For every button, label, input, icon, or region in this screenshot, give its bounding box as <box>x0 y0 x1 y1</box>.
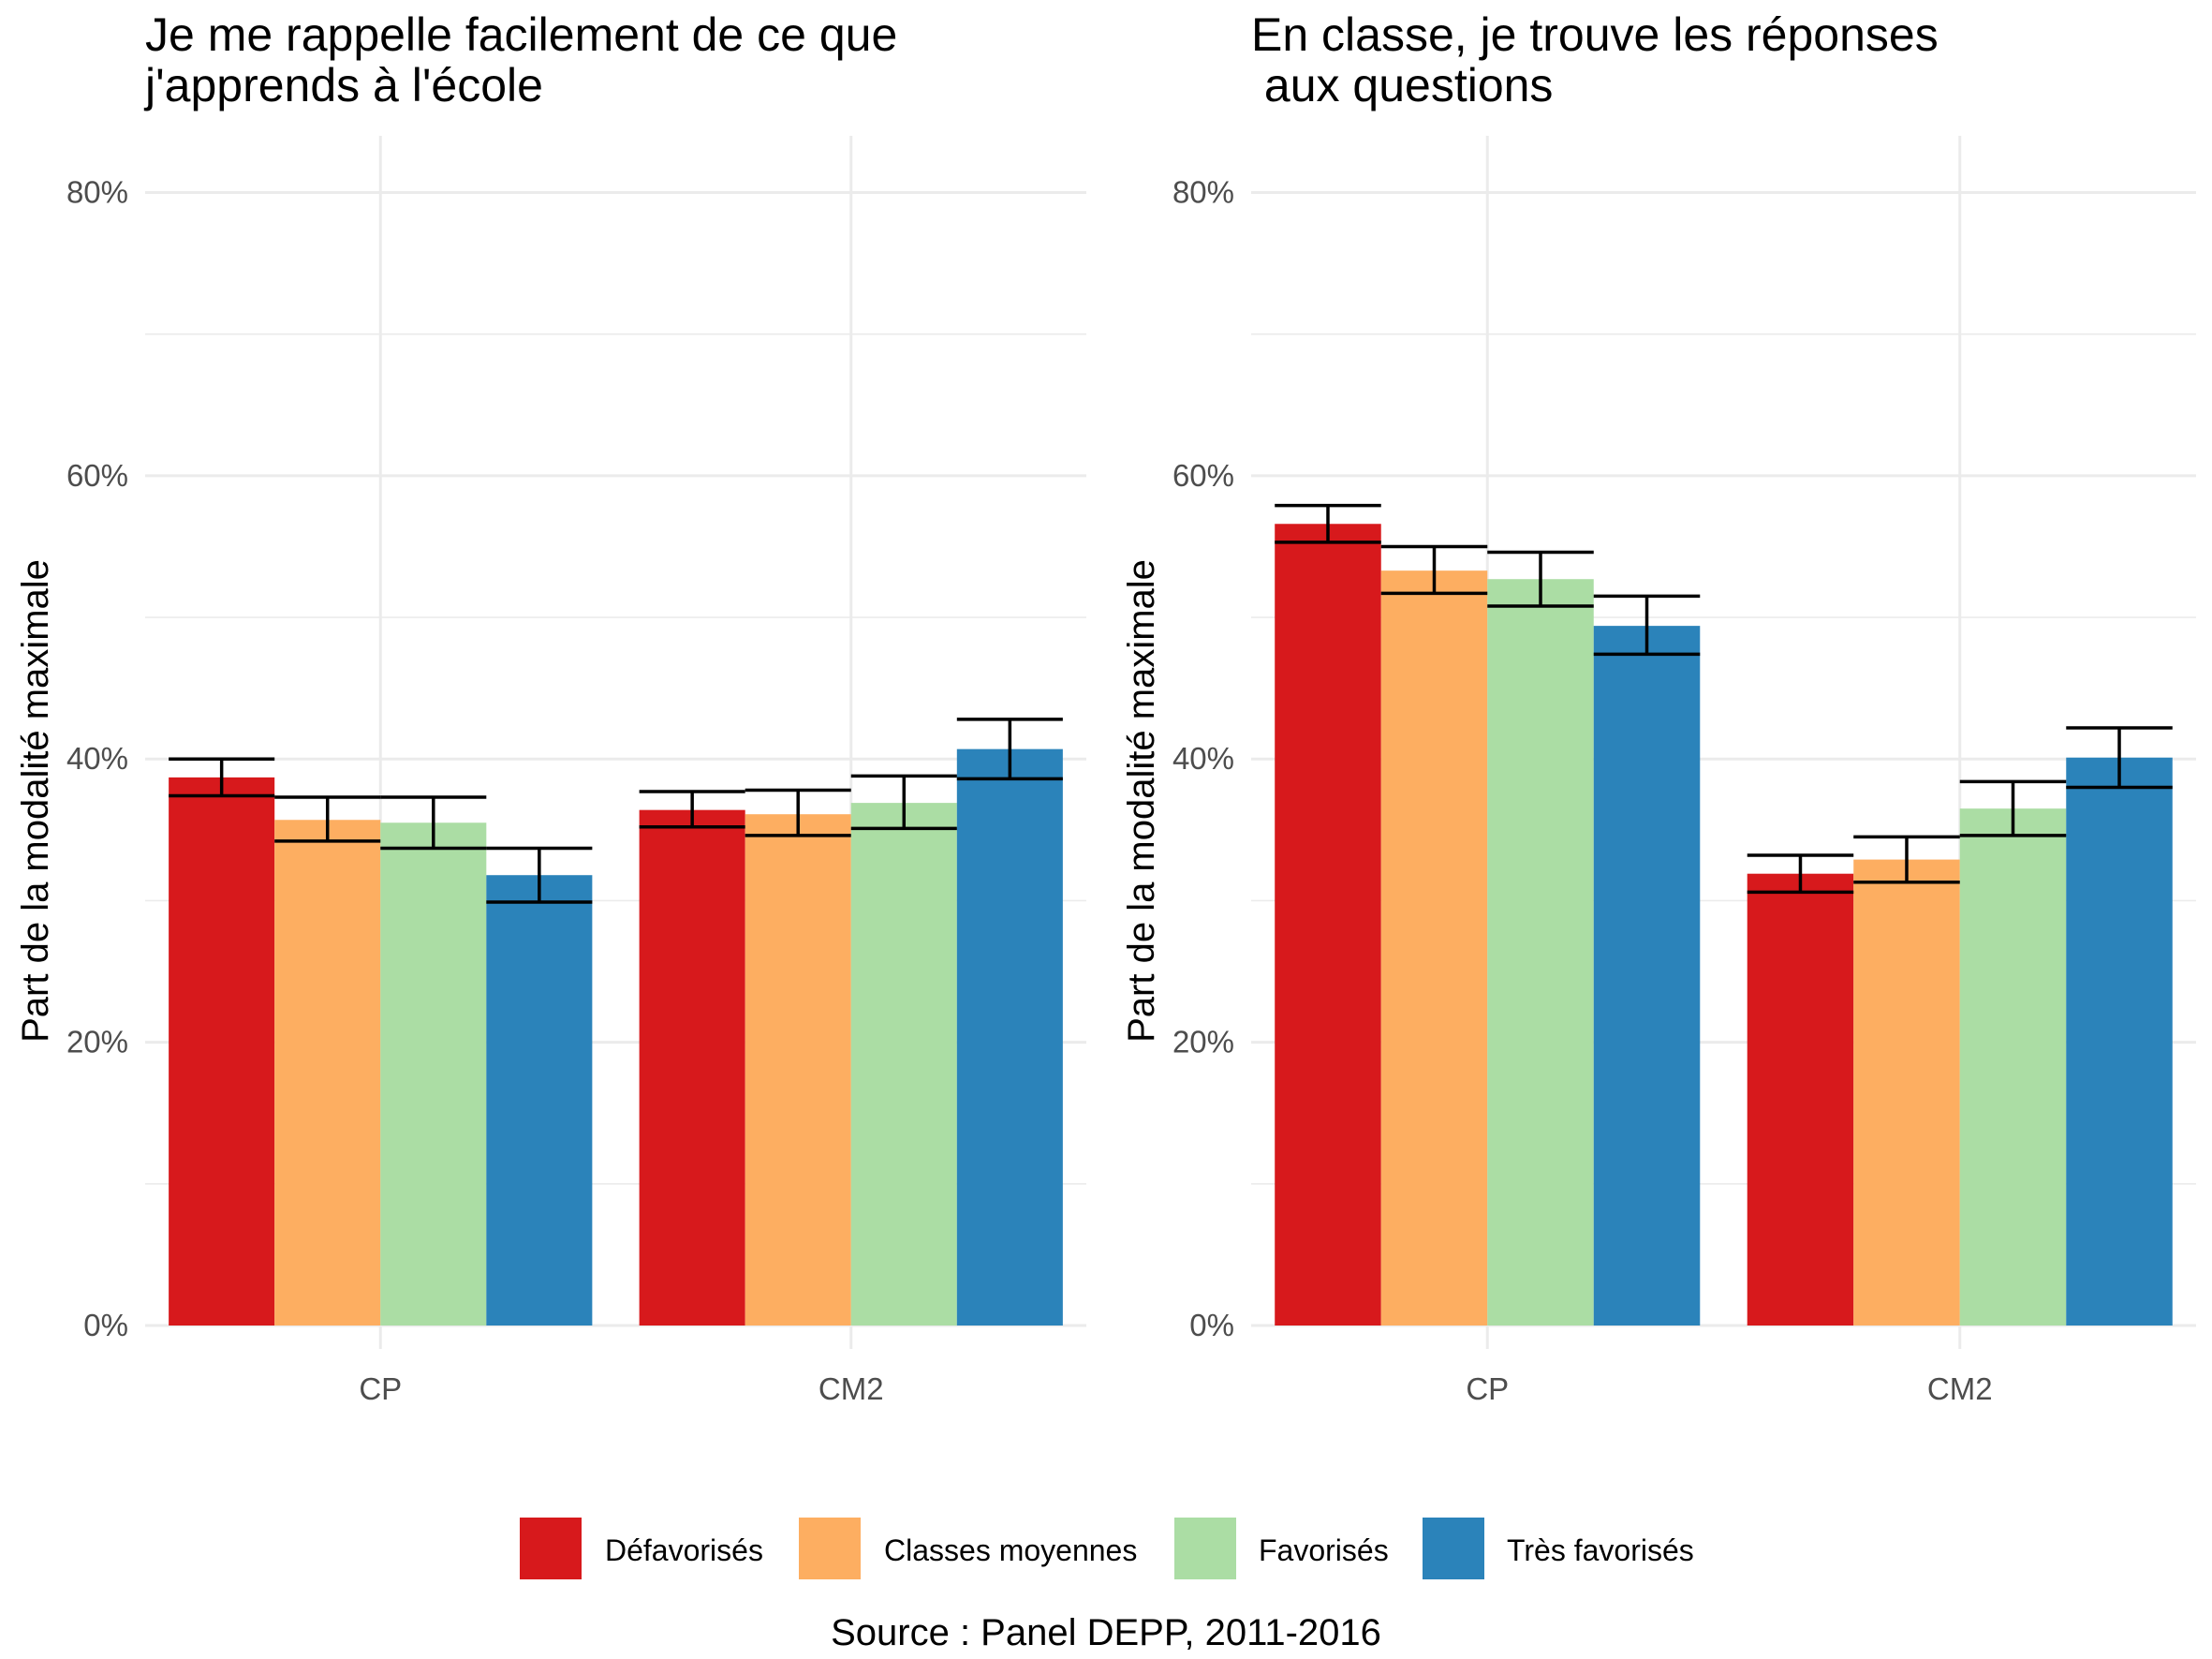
y-tick-label: 20% <box>66 1025 128 1059</box>
legend-swatch-tres-favorises <box>1423 1518 1484 1579</box>
bar <box>1275 524 1381 1326</box>
panel-title-line-2: j'apprends à l'école <box>143 59 543 111</box>
legend-swatch-classes-moyennes <box>799 1518 861 1579</box>
bar <box>639 809 745 1326</box>
bar <box>1593 626 1701 1326</box>
legend: Défavorisés Classes moyennes Favorisés T… <box>520 1518 1694 1579</box>
y-tick-label: 80% <box>1172 174 1234 209</box>
legend-label-favorises: Favorisés <box>1259 1533 1389 1567</box>
y-tick-label: 80% <box>66 174 128 209</box>
panel-title-line-2: aux questions <box>1251 59 1553 111</box>
bar <box>1380 570 1488 1326</box>
legend-label-classes-moyennes: Classes moyennes <box>884 1533 1137 1567</box>
y-tick-label: 60% <box>66 458 128 493</box>
bar <box>169 777 275 1326</box>
legend-swatch-defavorises <box>520 1518 582 1579</box>
x-tick-label: CM2 <box>1927 1371 1993 1406</box>
legend-label-tres-favorises: Très favorisés <box>1507 1533 1694 1567</box>
error-bars <box>1275 503 2173 895</box>
bar <box>1959 808 2067 1326</box>
panel-title-line-1: Je me rappelle facilement de ce que <box>145 8 897 61</box>
y-tick-label: 40% <box>1172 741 1234 776</box>
bar <box>1747 873 1854 1326</box>
bar <box>956 748 1063 1326</box>
bar <box>486 875 593 1326</box>
error-bars <box>169 718 1063 904</box>
bar <box>1853 859 1960 1326</box>
y-tick-label: 40% <box>66 741 128 776</box>
y-tick-label: 0% <box>83 1308 128 1342</box>
bar <box>2066 757 2173 1326</box>
bar <box>745 814 851 1326</box>
x-tick-label: CP <box>1466 1371 1509 1406</box>
y-axis-label: Part de la modalité maximale <box>15 559 56 1043</box>
y-axis-label: Part de la modalité maximale <box>1121 559 1162 1043</box>
x-tick-label: CP <box>359 1371 402 1406</box>
x-tick-label: CM2 <box>818 1371 884 1406</box>
bar <box>380 822 487 1326</box>
bar <box>274 820 381 1326</box>
panel-title-line-1: En classe, je trouve les réponses <box>1251 8 1939 61</box>
source-caption: Source : Panel DEPP, 2011-2016 <box>831 1612 1381 1653</box>
y-tick-label: 20% <box>1172 1025 1234 1059</box>
bars <box>169 748 1063 1326</box>
bars <box>1275 524 2173 1326</box>
legend-swatch-favorises <box>1174 1518 1236 1579</box>
legend-label-defavorises: Défavorisés <box>605 1533 763 1567</box>
y-tick-label: 0% <box>1189 1308 1234 1342</box>
panel-right: En classe, je trouve les réponses aux qu… <box>1121 8 2196 1406</box>
panel-left: Je me rappelle facilement de ce que j'ap… <box>15 8 1086 1406</box>
y-tick-label: 60% <box>1172 458 1234 493</box>
bar <box>1487 579 1594 1326</box>
bar <box>850 803 957 1326</box>
